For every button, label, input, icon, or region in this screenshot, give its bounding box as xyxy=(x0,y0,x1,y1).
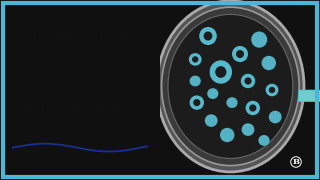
Ellipse shape xyxy=(189,53,202,66)
Ellipse shape xyxy=(162,7,299,166)
Ellipse shape xyxy=(157,1,304,172)
Ellipse shape xyxy=(215,66,227,78)
Ellipse shape xyxy=(251,31,267,48)
Ellipse shape xyxy=(210,60,232,84)
Ellipse shape xyxy=(266,84,278,96)
Ellipse shape xyxy=(192,56,198,62)
Ellipse shape xyxy=(205,114,218,127)
Ellipse shape xyxy=(189,76,201,86)
Ellipse shape xyxy=(269,87,275,93)
Ellipse shape xyxy=(193,99,200,106)
Ellipse shape xyxy=(220,128,234,142)
Ellipse shape xyxy=(190,95,204,110)
Ellipse shape xyxy=(232,46,248,62)
Text: of a: of a xyxy=(64,64,96,80)
Ellipse shape xyxy=(227,97,238,108)
Ellipse shape xyxy=(236,50,244,58)
Ellipse shape xyxy=(168,14,293,158)
Ellipse shape xyxy=(241,74,255,88)
Ellipse shape xyxy=(242,123,254,136)
Ellipse shape xyxy=(204,31,212,40)
Text: Precipitate: Precipitate xyxy=(28,99,132,117)
Ellipse shape xyxy=(246,101,260,115)
Ellipse shape xyxy=(244,77,252,85)
FancyBboxPatch shape xyxy=(298,90,320,102)
Ellipse shape xyxy=(249,104,256,112)
Text: B: B xyxy=(292,158,300,166)
Ellipse shape xyxy=(269,111,282,123)
Text: Formation: Formation xyxy=(31,27,129,45)
Ellipse shape xyxy=(259,135,270,146)
Ellipse shape xyxy=(262,56,276,70)
Ellipse shape xyxy=(199,27,217,45)
Ellipse shape xyxy=(207,88,219,99)
